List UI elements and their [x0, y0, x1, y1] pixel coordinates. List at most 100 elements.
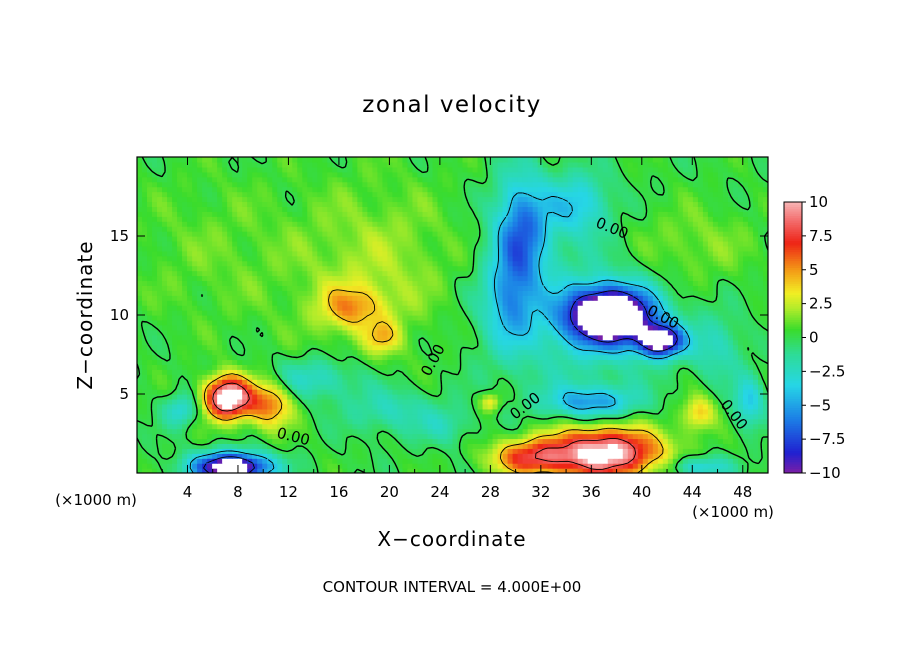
heatmap-cell [347, 468, 353, 473]
heatmap-cell [512, 280, 519, 286]
heatmap-cell [287, 418, 293, 425]
heatmap-cell [597, 295, 604, 301]
heatmap-cell [537, 280, 544, 286]
heatmap-cell [612, 453, 619, 459]
heatmap-cell [262, 290, 268, 296]
heatmap-cell [752, 374, 759, 380]
heatmap-cell [227, 354, 233, 361]
heatmap-cell [292, 295, 298, 301]
heatmap-cell [192, 394, 198, 400]
heatmap-cell [477, 369, 484, 375]
heatmap-cell [472, 448, 479, 454]
heatmap-cell [657, 463, 664, 469]
heatmap-cell [567, 290, 574, 296]
heatmap-cell [602, 310, 609, 316]
heatmap-cell [377, 329, 383, 336]
heatmap-cell [467, 384, 474, 390]
heatmap-cell [682, 384, 689, 390]
heatmap-cell [547, 310, 554, 316]
heatmap-cell [607, 384, 614, 390]
heatmap-cell [427, 374, 434, 380]
heatmap-cell [697, 463, 704, 469]
heatmap-cell [412, 423, 419, 430]
heatmap-cell [362, 423, 368, 430]
heatmap-cell [522, 433, 529, 440]
heatmap-cell [147, 398, 153, 405]
heatmap-cell [142, 423, 148, 430]
heatmap-cell [752, 468, 759, 473]
heatmap-cell [742, 319, 749, 326]
heatmap-cell [327, 349, 333, 356]
heatmap-cell [557, 463, 564, 469]
heatmap-cell [532, 315, 539, 321]
heatmap-cell [677, 290, 684, 296]
heatmap-cell [722, 458, 729, 464]
heatmap-cell [227, 463, 233, 469]
chart-title: zonal velocity [362, 92, 541, 118]
heatmap-cell [287, 428, 293, 435]
heatmap-cell [137, 448, 143, 454]
heatmap-cell [257, 349, 263, 356]
heatmap-cell [472, 315, 479, 321]
heatmap-cell [407, 413, 414, 420]
heatmap-cell [362, 334, 368, 341]
heatmap-cell [652, 290, 659, 296]
heatmap-cell [467, 339, 474, 346]
heatmap-cell [407, 295, 414, 301]
heatmap-cell [337, 433, 343, 440]
heatmap-cell [387, 305, 394, 311]
heatmap-cell [197, 394, 203, 400]
heatmap-cell [147, 403, 153, 410]
heatmap-cell [502, 374, 509, 380]
heatmap-cell [152, 374, 158, 380]
heatmap-cell [277, 453, 283, 459]
heatmap-cell [447, 433, 454, 440]
heatmap-cell [307, 374, 313, 380]
heatmap-cell [262, 280, 268, 286]
heatmap-cell [752, 300, 759, 306]
heatmap-cell [437, 280, 444, 286]
heatmap-cell [252, 394, 258, 400]
heatmap-cell [372, 324, 378, 331]
heatmap-cell [502, 413, 509, 420]
heatmap-cell [652, 384, 659, 390]
heatmap-cell [727, 359, 734, 365]
heatmap-cell [327, 418, 333, 425]
heatmap-cell [282, 379, 288, 385]
heatmap-cell [507, 359, 514, 365]
heatmap-cell [427, 443, 434, 449]
heatmap-cell [237, 290, 243, 296]
heatmap-cell [722, 443, 729, 449]
heatmap-cell [622, 394, 629, 400]
heatmap-cell [517, 468, 524, 473]
heatmap-cell [387, 389, 394, 395]
heatmap-cell [407, 359, 414, 365]
heatmap-cell [707, 364, 714, 370]
heatmap-cell [647, 408, 654, 415]
heatmap-cell [177, 398, 183, 405]
heatmap-cell [242, 315, 248, 321]
heatmap-cell [487, 290, 494, 296]
heatmap-cell [347, 310, 353, 316]
heatmap-cell [217, 448, 223, 454]
heatmap-cell [307, 295, 313, 301]
heatmap-cell [287, 389, 293, 395]
heatmap-cell [187, 315, 193, 321]
heatmap-cell [232, 389, 238, 395]
heatmap-cell [532, 305, 539, 311]
heatmap-cell [427, 413, 434, 420]
heatmap-cell [717, 458, 724, 464]
heatmap-cell [167, 433, 173, 440]
heatmap-cell [462, 384, 469, 390]
heatmap-cell [712, 280, 719, 286]
heatmap-cell [707, 329, 714, 336]
heatmap-cell [547, 418, 554, 425]
heatmap-cell [402, 339, 409, 346]
heatmap-cell [287, 334, 293, 341]
heatmap-cell [677, 300, 684, 306]
heatmap-cell [307, 379, 313, 385]
heatmap-cell [272, 438, 278, 444]
heatmap-cell [187, 275, 193, 282]
heatmap-cell [292, 389, 298, 395]
heatmap-cell [172, 364, 178, 370]
